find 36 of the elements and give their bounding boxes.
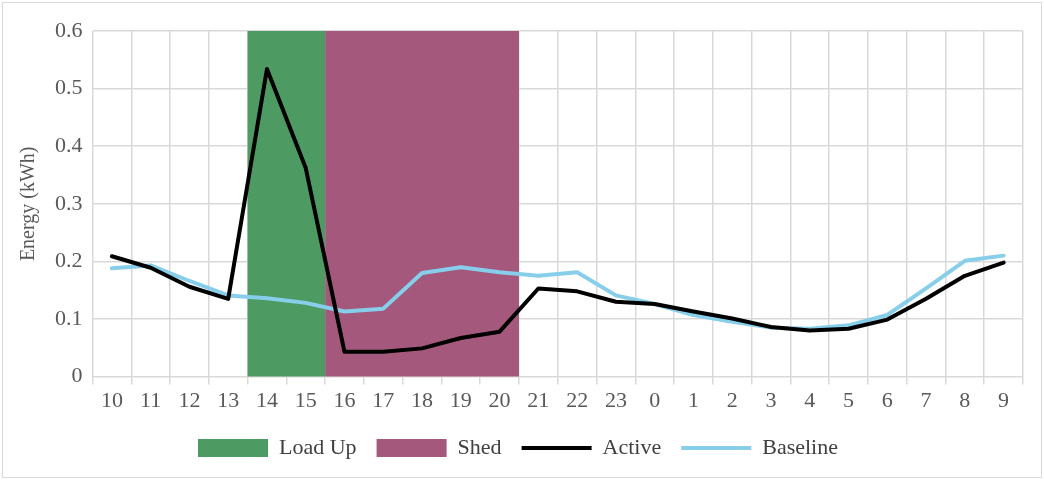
x-tick-label: 21 (527, 386, 550, 412)
x-tick-label: 1 (687, 386, 699, 412)
x-tick-label: 17 (372, 386, 395, 412)
x-tick-label: 12 (178, 386, 201, 412)
y-tick-label: 0 (71, 362, 83, 388)
x-tick-label: 6 (881, 386, 893, 412)
x-tick-label: 11 (140, 386, 162, 412)
legend-label: Active (602, 433, 662, 459)
x-tick-label: 20 (488, 386, 511, 412)
x-tick-label: 16 (333, 386, 356, 412)
x-tick-label: 13 (217, 386, 240, 412)
legend-label: Shed (457, 433, 502, 459)
y-tick-label: 0.4 (55, 131, 83, 157)
x-tick-label: 10 (100, 386, 123, 412)
x-tick-label: 5 (843, 386, 855, 412)
legend-label: Load Up (279, 433, 357, 459)
x-tick-label: 4 (804, 386, 816, 412)
x-tick-label: 23 (604, 386, 627, 412)
y-tick-label: 0.2 (55, 247, 83, 273)
x-tick-label: 19 (449, 386, 472, 412)
x-tick-label: 15 (294, 386, 317, 412)
x-tick-label: 3 (765, 386, 777, 412)
x-tick-label: 0 (649, 386, 661, 412)
y-axis-title: Energy (kWh) (16, 146, 40, 262)
x-tick-label: 22 (566, 386, 589, 412)
y-tick-label: 0.3 (55, 189, 83, 215)
x-tick-label: 18 (411, 386, 434, 412)
y-tick-label: 0.6 (55, 16, 83, 42)
x-tick-label: 14 (255, 386, 278, 412)
x-tick-label: 7 (920, 386, 932, 412)
legend-label: Baseline (762, 433, 838, 459)
x-tick-label: 2 (726, 386, 738, 412)
x-tick-label: 8 (959, 386, 971, 412)
x-tick-label: 9 (998, 386, 1010, 412)
y-tick-label: 0.5 (55, 74, 83, 100)
y-tick-label: 0.1 (55, 304, 83, 330)
